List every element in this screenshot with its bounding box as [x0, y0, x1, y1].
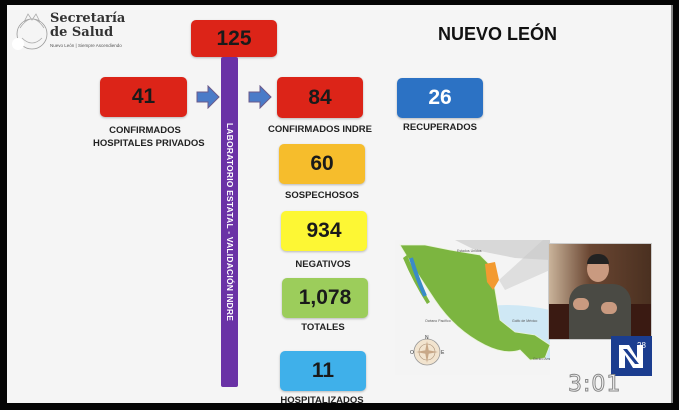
- svg-text:N: N: [425, 335, 429, 341]
- confirmed-indre-value: 84: [308, 85, 332, 109]
- lab-validation-bar: LABORATORIO ESTATAL - VALIDACIÓN INDRE: [221, 57, 238, 387]
- lab-total-box: 125: [191, 20, 277, 57]
- suspected-box: 60: [279, 144, 365, 184]
- interpreter-body: [569, 284, 631, 339]
- private-hospitals-value: 41: [131, 85, 156, 108]
- confirmed-indre-box: 84: [277, 77, 363, 118]
- compass-rose-icon: N O E: [410, 335, 445, 366]
- svg-text:E: E: [441, 350, 445, 356]
- mexico-map: Estados Unidos Océano Pacífico Golfo de …: [395, 240, 550, 375]
- mexico-map-icon: Estados Unidos Océano Pacífico Golfo de …: [395, 240, 550, 375]
- svg-text:Centro América: Centro América: [533, 357, 550, 361]
- suspected-value: 60: [310, 152, 334, 175]
- arrow-right-icon: [196, 85, 220, 109]
- hospitalized-label: HOSPITALIZADOS: [280, 395, 364, 403]
- private-hospitals-box: 41: [100, 77, 187, 117]
- recovered-box: 26: [397, 78, 483, 118]
- logo-title-line1: Secretaría: [50, 11, 126, 26]
- negative-box: 934: [281, 211, 367, 251]
- broadcast-clock: 3:01: [567, 372, 622, 398]
- svg-text:Océano Pacífico: Océano Pacífico: [425, 319, 451, 323]
- logo-subtitle: Nuevo León | Siempre Ascendiendo: [50, 43, 122, 48]
- totals-label: TOTALES: [301, 322, 345, 333]
- presentation-slide: [7, 5, 673, 403]
- confirmed-indre-label: CONFIRMADOS INDRE: [268, 124, 372, 135]
- logo-title-line2: de Salud: [50, 25, 114, 40]
- private-hospitals-label-line1: CONFIRMADOS: [109, 125, 181, 136]
- hospitalized-value: 11: [311, 359, 335, 382]
- svg-text:O: O: [410, 350, 414, 356]
- private-hospitals-label: CONFIRMADOS HOSPITALES PRIVADOS: [93, 124, 205, 150]
- private-hospitals-label-line2: HOSPITALES PRIVADOS: [93, 138, 205, 149]
- suspected-label: SOSPECHOSOS: [285, 190, 359, 201]
- interpreter-hair: [587, 254, 609, 264]
- page-title: NUEVO LEÓN: [438, 24, 558, 44]
- sign-language-interpreter-video: [548, 243, 652, 340]
- svg-text:Golfo de México: Golfo de México: [512, 319, 537, 323]
- arrow-right-icon: [248, 85, 272, 109]
- negative-value: 934: [306, 219, 342, 242]
- recovered-value: 26: [428, 86, 452, 109]
- svg-text:Estados Unidos: Estados Unidos: [457, 249, 482, 253]
- totals-box: 1,078: [282, 278, 368, 318]
- totals-value: 1,078: [298, 286, 352, 309]
- lab-total-value: 125: [216, 26, 252, 50]
- coat-of-arms-icon: [12, 13, 48, 50]
- channel-logo: 28: [611, 336, 652, 376]
- negative-label: NEGATIVOS: [295, 259, 351, 270]
- recovered-label: RECUPERADOS: [403, 122, 477, 133]
- lab-validation-label: LABORATORIO ESTATAL - VALIDACIÓN INDRE: [224, 122, 235, 322]
- health-secretary-logo: Secretaría de Salud Nuevo León | Siempre…: [10, 8, 190, 58]
- channel-n-logo-icon: 28: [618, 341, 646, 368]
- hospitalized-box: 11: [280, 351, 366, 391]
- svg-text:28: 28: [637, 341, 646, 350]
